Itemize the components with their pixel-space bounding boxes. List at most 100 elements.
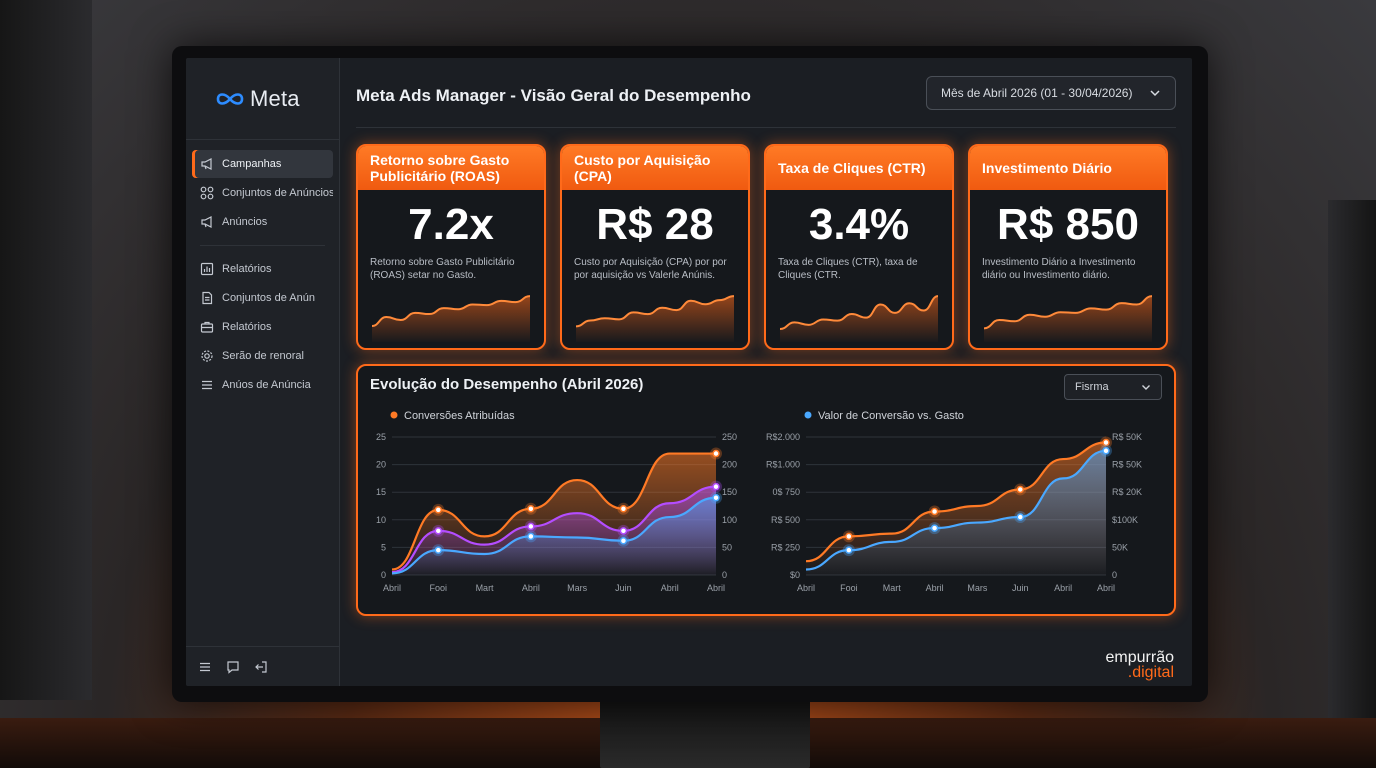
y-right-tick: 0 xyxy=(722,570,727,580)
logo-text: Meta xyxy=(250,85,300,111)
sparkline-line xyxy=(575,295,735,328)
kpi-card-description: Retorno sobre Gasto Publicitário (ROAS) … xyxy=(370,257,515,281)
series-line xyxy=(805,449,1107,571)
y-left-tick: 20 xyxy=(376,460,386,470)
x-tick: Abril xyxy=(661,583,679,593)
list-icon xyxy=(202,380,212,390)
sidebar-item-conjuntos-anun[interactable]: Conjuntos de Anún xyxy=(192,284,333,312)
brand-logo: empurrão .digital xyxy=(1105,648,1174,680)
conversion-value-chart: Valor de Conversão vs. Gasto $0 0 R$ 250 50K… xyxy=(766,410,1142,593)
y-left-tick: R$ 250 xyxy=(771,542,800,552)
panel-title: Evolução do Desempenho (Abril 2026) xyxy=(370,376,644,393)
kpi-sparkline xyxy=(371,295,531,342)
sidebar-divider xyxy=(200,245,325,246)
menu-icon[interactable] xyxy=(198,660,212,674)
x-tick: Abril xyxy=(707,583,725,593)
monitor-stand xyxy=(600,698,810,768)
y-right-tick: 0 xyxy=(1112,570,1117,580)
x-tick: Mars xyxy=(967,583,987,593)
x-tick: Fooi xyxy=(840,583,858,593)
y-left-tick: R$1.000 xyxy=(766,460,800,470)
charts-row: Conversões Atribuídas 0 0 5 50 10 100 15 150 20 20… xyxy=(370,401,1162,601)
date-range-select[interactable]: Mês de Abril 2026 (01 - 30/04/2026) xyxy=(926,75,1176,110)
meta-logo[interactable]: Meta xyxy=(186,58,339,140)
sidebar-item-label: Conjuntos de Anúncios xyxy=(222,187,333,199)
series-point xyxy=(712,493,720,502)
sidebar: Meta Campanhas Conjuntos de Anúncios Anú… xyxy=(186,58,340,686)
y-left-tick: $0 xyxy=(790,570,800,580)
legend-label: Valor de Conversão vs. Gasto xyxy=(818,410,964,422)
legend-label: Conversões Atribuídas xyxy=(404,410,515,422)
sparkline-area xyxy=(576,296,734,342)
kpi-card-roas[interactable]: Retorno sobre Gasto Publicitário (ROAS) … xyxy=(356,144,546,350)
series-point xyxy=(527,505,535,513)
megaphone-icon xyxy=(201,216,212,228)
x-tick: Abril xyxy=(383,583,401,593)
series-point xyxy=(434,506,443,514)
x-tick: Abril xyxy=(926,583,944,593)
sidebar-item-anuos-anuncia[interactable]: Anúos de Anúncia xyxy=(192,371,333,399)
series-point xyxy=(1102,447,1110,455)
panel-filter-select[interactable]: Fisrma xyxy=(1064,374,1162,400)
series-point xyxy=(434,527,443,535)
sparkline-area xyxy=(984,296,1152,342)
meta-infinity-icon xyxy=(216,92,244,105)
y-left-tick: 0$ 750 xyxy=(772,487,800,497)
kpi-sparkline xyxy=(983,295,1153,342)
y-right-tick: 250 xyxy=(722,432,737,442)
kpi-card-ctr[interactable]: Taxa de Cliques (CTR) 3.4% Taxa de Cliqu… xyxy=(764,144,954,350)
series-point xyxy=(930,507,939,516)
page-header: Meta Ads Manager - Visão Geral do Desemp… xyxy=(356,58,1176,128)
kpi-sparkline xyxy=(575,295,735,342)
y-left-tick: R$ 500 xyxy=(771,515,800,525)
sidebar-item-label: Serão de renoral xyxy=(222,350,304,362)
legend-dot xyxy=(390,411,398,419)
y-left-tick: 0 xyxy=(381,570,386,580)
kpi-sparkline xyxy=(779,295,939,342)
series-point xyxy=(434,546,443,554)
sidebar-item-conjuntos-anuncios[interactable]: Conjuntos de Anúncios xyxy=(192,179,333,207)
y-left-tick: R$2.000 xyxy=(766,432,800,442)
series-point xyxy=(527,532,535,541)
x-tick: Abril xyxy=(522,583,540,593)
kpi-card-cpa[interactable]: Custo por Aquisição (CPA) R$ 28 Custo po… xyxy=(560,144,750,350)
sparkline-line xyxy=(983,295,1153,330)
y-left-tick: 5 xyxy=(381,542,386,552)
legend-dot xyxy=(804,411,812,419)
x-tick: Mart xyxy=(883,583,901,593)
sparkline-area xyxy=(372,296,530,342)
kpi-card-investimento[interactable]: Investimento Diário R$ 850 Investimento … xyxy=(968,144,1168,350)
sidebar-footer xyxy=(186,646,339,686)
kpi-card-description: Investimento Diário a Investimento diári… xyxy=(982,257,1136,281)
sidebar-item-label: Anúos de Anúncia xyxy=(222,379,311,391)
sidebar-item-label: Relatórios xyxy=(222,321,272,333)
brand-line-1: empurrão xyxy=(1105,648,1174,666)
monitor: Meta Campanhas Conjuntos de Anúncios Anú… xyxy=(172,46,1208,702)
sparkline-line xyxy=(371,295,531,328)
series-point xyxy=(712,482,720,491)
sidebar-item-campanhas[interactable]: Campanhas xyxy=(192,150,333,178)
series-point xyxy=(527,522,535,531)
conversions-chart: Conversões Atribuídas 0 0 5 50 10 100 15 150 20 20… xyxy=(376,410,737,593)
sidebar-item-relatorios-2[interactable]: Relatórios xyxy=(192,313,333,341)
x-tick: Abril xyxy=(1054,583,1072,593)
screen: Meta Campanhas Conjuntos de Anúncios Anú… xyxy=(186,58,1192,686)
sparkline-area xyxy=(780,296,938,342)
logout-icon[interactable] xyxy=(254,660,268,674)
kpi-card-value: 7.2x xyxy=(408,200,494,249)
kpi-card-title: Custo por Aquisição (CPA) xyxy=(562,146,748,190)
kpi-cards: Retorno sobre Gasto Publicitário (ROAS) … xyxy=(356,144,1176,350)
series-point xyxy=(1016,513,1025,521)
kpi-card-description: Taxa de Cliques (CTR), taxa de Cliques (… xyxy=(778,257,918,281)
bar-chart-icon xyxy=(200,262,214,276)
chevron-down-icon xyxy=(1150,89,1160,96)
gear-icon xyxy=(201,350,213,362)
y-right-tick: R$ 50K xyxy=(1112,460,1142,470)
x-tick: Mars xyxy=(567,583,587,593)
sidebar-item-relatorios[interactable]: Relatórios xyxy=(192,255,333,283)
series-point xyxy=(845,546,853,554)
sidebar-item-anuncios[interactable]: Anúncios xyxy=(192,208,333,236)
y-right-tick: 50 xyxy=(722,542,732,552)
sidebar-item-serao-renoral[interactable]: Serão de renoral xyxy=(192,342,333,370)
chat-icon[interactable] xyxy=(226,660,240,674)
